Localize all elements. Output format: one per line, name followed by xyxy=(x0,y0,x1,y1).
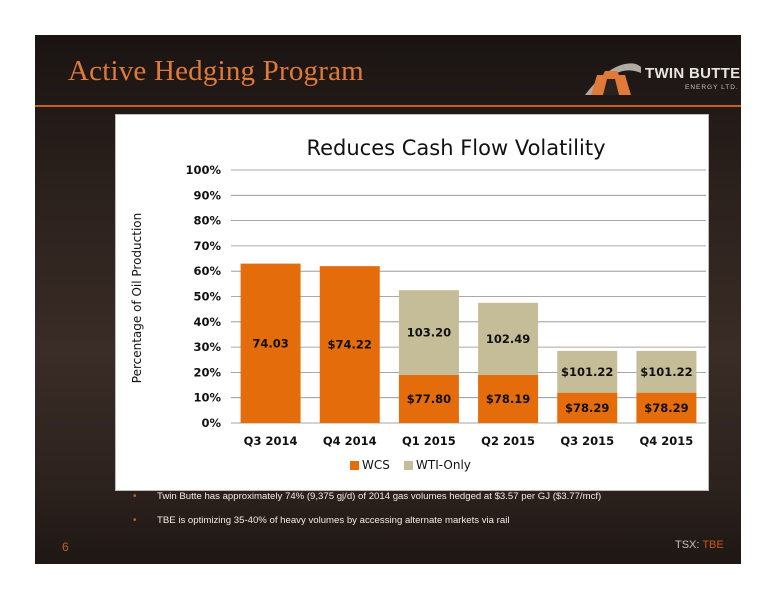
y-tick-label: 10% xyxy=(193,391,221,405)
y-tick-labels: 0% 10% 20% 30% 40% 50% 60% 70% 80% 90% 100% xyxy=(185,163,221,430)
legend-label: WTI-Only xyxy=(416,458,471,472)
ticker-symbol: TBE xyxy=(702,539,724,551)
butte-logo-icon xyxy=(585,63,641,95)
x-tick-label: Q4 2015 xyxy=(640,434,694,448)
bar-wti-only xyxy=(557,350,618,393)
logo-subtitle: ENERGY LTD. xyxy=(685,84,739,91)
bullet-item: • Twin Butte has approximately 74% (9,37… xyxy=(119,490,719,514)
y-tick-label: 70% xyxy=(193,239,221,253)
gridlines xyxy=(231,169,706,424)
bullet-text: TBE is optimizing 35-40% of heavy volume… xyxy=(157,515,510,526)
chart-panel: Reduces Cash Flow Volatility Percentage … xyxy=(115,114,709,491)
data-label: 102.49 xyxy=(486,332,530,346)
y-tick-label: 40% xyxy=(193,315,221,329)
bullet-item: • TBE is optimizing 35-40% of heavy volu… xyxy=(119,514,719,538)
chart-title: Reduces Cash Flow Volatility xyxy=(306,136,605,160)
legend-label: WCS xyxy=(362,458,390,472)
x-tick-label: Q1 2015 xyxy=(402,434,456,448)
data-label: $78.29 xyxy=(565,401,609,415)
data-label: $77.80 xyxy=(407,392,451,406)
bar-wcs xyxy=(478,374,539,423)
ticker-label: TSX: xyxy=(675,539,700,551)
slide-title: Active Hedging Program xyxy=(68,55,364,87)
bars xyxy=(240,263,697,423)
logo-wordmark: TWIN BUTTE xyxy=(645,65,741,82)
bar-wcs xyxy=(398,374,459,423)
y-tick-label: 100% xyxy=(185,163,221,177)
bar-wti-only xyxy=(636,350,697,393)
ticker: TSX: TBE xyxy=(675,539,724,551)
bullet-dot-icon: • xyxy=(133,491,137,502)
legend-swatch xyxy=(404,461,413,470)
data-labels: 74.03 $74.22 $77.80 103.20 $78.19 102.49 $78.2… xyxy=(252,326,692,415)
data-label: $74.22 xyxy=(328,338,372,352)
bar-wcs xyxy=(240,263,301,423)
y-tick-label: 90% xyxy=(193,188,221,202)
bar-wcs xyxy=(636,392,697,423)
bullet-dot-icon: • xyxy=(133,515,137,526)
bullet-text: Twin Butte has approximately 74% (9,375 … xyxy=(157,491,602,502)
legend: WCS WTI-Only xyxy=(350,458,471,472)
stacked-bar-chart: Reduces Cash Flow Volatility Percentage … xyxy=(130,136,706,472)
bar-wti-only xyxy=(478,302,539,375)
data-label: $78.29 xyxy=(644,401,688,415)
y-tick-label: 0% xyxy=(201,416,221,430)
y-tick-label: 50% xyxy=(193,290,221,304)
x-tick-labels: Q3 2014 Q4 2014 Q1 2015 Q2 2015 Q3 2015 Q4 20… xyxy=(244,434,694,448)
y-tick-label: 30% xyxy=(193,340,221,354)
data-label: 103.20 xyxy=(407,326,451,340)
bullet-list: • Twin Butte has approximately 74% (9,37… xyxy=(119,490,719,538)
bar-wcs xyxy=(319,266,380,423)
x-tick-label: Q3 2014 xyxy=(244,434,298,448)
title-divider xyxy=(35,105,741,107)
data-label: $78.19 xyxy=(486,392,530,406)
x-tick-label: Q3 2015 xyxy=(560,434,614,448)
company-logo: TWIN BUTTE ENERGY LTD. xyxy=(583,55,740,99)
y-tick-label: 60% xyxy=(193,264,221,278)
y-tick-label: 80% xyxy=(193,214,221,228)
bar-wti-only xyxy=(398,290,459,375)
data-label: 74.03 xyxy=(252,336,288,350)
bar-wcs xyxy=(557,392,618,423)
x-tick-label: Q2 2015 xyxy=(481,434,535,448)
page-number: 6 xyxy=(62,540,69,554)
data-label: $101.22 xyxy=(561,365,613,379)
y-axis-label: Percentage of Oil Production xyxy=(130,213,144,383)
x-tick-label: Q4 2014 xyxy=(323,434,377,448)
legend-swatch xyxy=(350,461,359,470)
data-label: $101.22 xyxy=(640,365,692,379)
y-tick-label: 20% xyxy=(193,365,221,379)
slide: Active Hedging Program TWIN BUTTE ENERGY… xyxy=(35,35,741,564)
